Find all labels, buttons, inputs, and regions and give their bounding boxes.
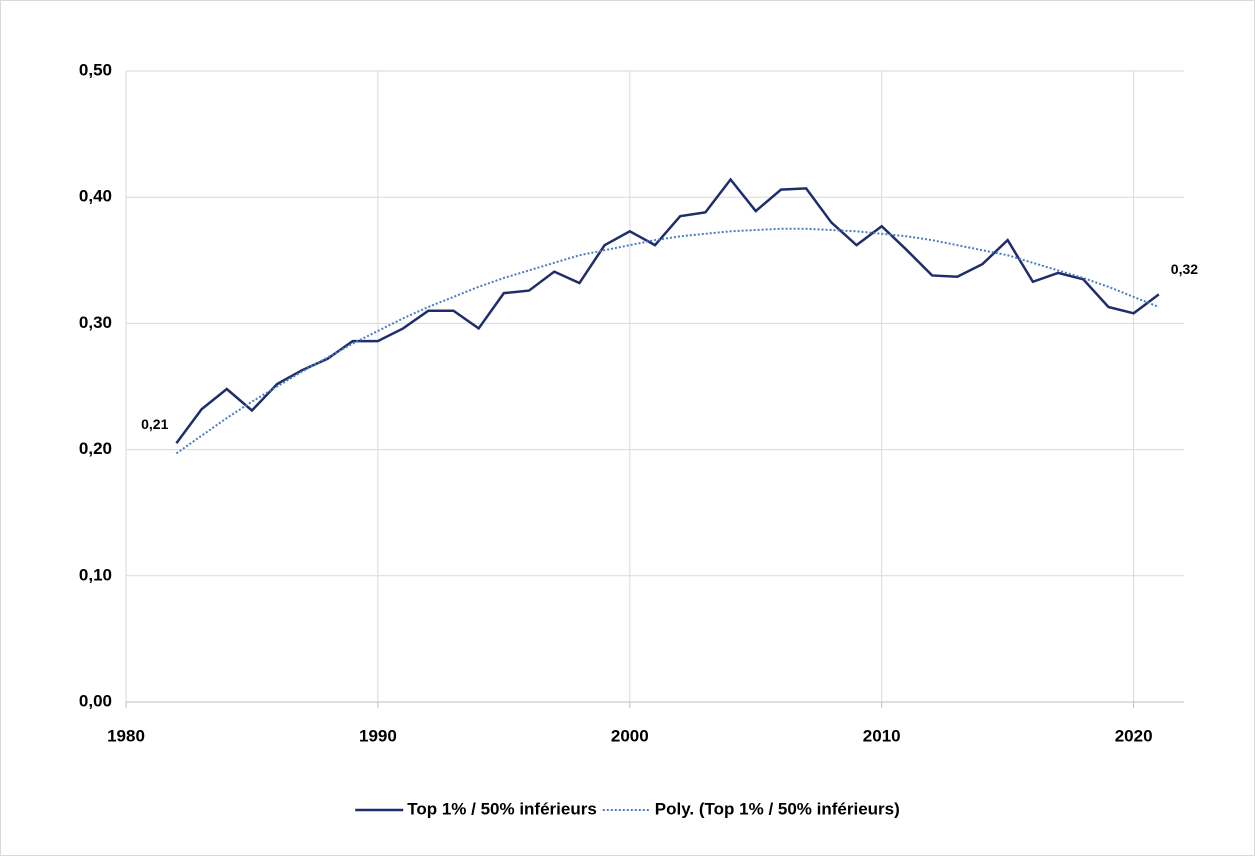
y-tick-label: 0,10 (79, 565, 112, 584)
x-tick-label: 1990 (359, 726, 397, 745)
series-line (175, 227, 1160, 455)
y-tick-label: 0,40 (79, 187, 112, 206)
x-tick-label: 2020 (1115, 726, 1153, 745)
x-tick-label: 1980 (107, 726, 145, 745)
legend-label: Top 1% / 50% inférieurs (407, 799, 597, 818)
y-tick-label: 0,20 (79, 439, 112, 458)
x-tick-label: 2010 (863, 726, 901, 745)
data-label: 0,21 (141, 416, 168, 432)
x-tick-label: 2000 (611, 726, 649, 745)
legend-label: Poly. (Top 1% / 50% inférieurs) (655, 799, 900, 818)
y-tick-label: 0,00 (79, 691, 112, 710)
y-tick-label: 0,50 (79, 60, 112, 79)
y-tick-label: 0,30 (79, 313, 112, 332)
data-label: 0,32 (1171, 261, 1198, 277)
